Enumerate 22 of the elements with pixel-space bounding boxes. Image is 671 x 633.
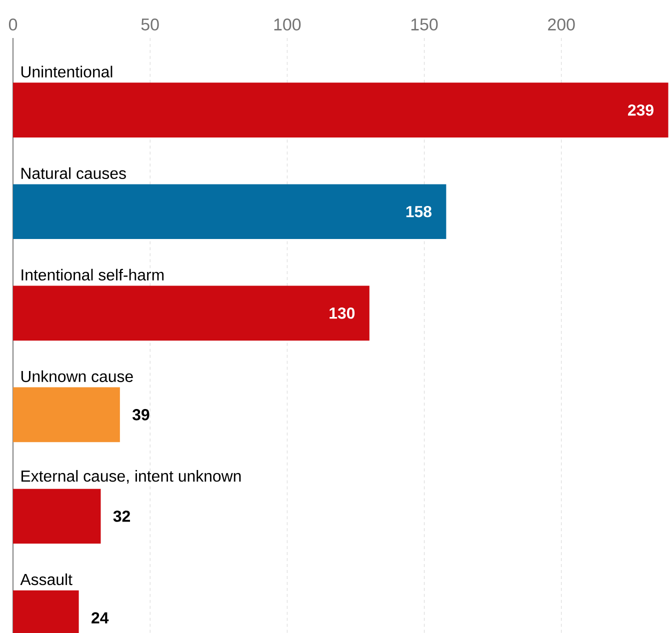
bar <box>13 488 101 544</box>
data-label: 32 <box>113 510 130 522</box>
x-tick-label: 0 <box>8 18 18 30</box>
data-label: 158 <box>406 206 432 218</box>
y-tick-label: Unintentional <box>21 66 112 78</box>
data-label: 24 <box>92 612 109 624</box>
x-tick-label: 50 <box>141 18 159 30</box>
y-tick-label: Unknown cause <box>21 370 133 382</box>
y-tick-label: Natural causes <box>22 167 126 180</box>
bar <box>13 82 668 138</box>
y-tick-label: Intentional self-harm <box>22 268 164 281</box>
y-tick-label: Assault <box>20 573 72 586</box>
bar <box>13 184 446 240</box>
data-label: 39 <box>132 409 150 420</box>
x-tick-label: 150 <box>411 18 438 30</box>
x-tick-label: 100 <box>274 18 301 30</box>
bar <box>13 286 370 341</box>
y-tick-label: External cause, intent unknown <box>22 470 241 484</box>
bar <box>13 387 120 442</box>
data-label: 130 <box>330 308 355 319</box>
data-label: 239 <box>628 104 654 116</box>
x-tick-label: 200 <box>548 18 575 30</box>
